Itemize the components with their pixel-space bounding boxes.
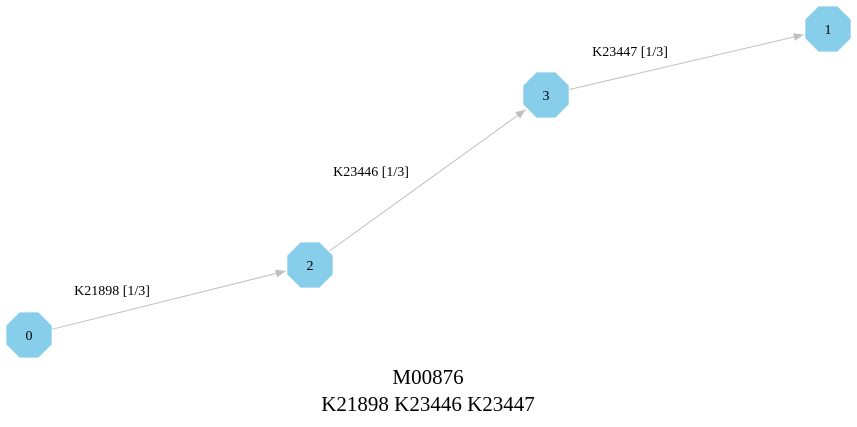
node-label-0: 0 (26, 329, 33, 344)
edge-label-0-to-2: K21898 [1/3] (74, 284, 150, 299)
edge-3-to-1 (569, 33, 804, 91)
edge-label-2-to-3: K23446 [1/3] (333, 165, 409, 180)
edge-label-3-to-1: K23447 [1/3] (592, 45, 668, 60)
node-shape-3 (523, 72, 569, 118)
nodes-layer: 0 2 3 1 (6, 6, 851, 358)
caption-module-id: M00876 (392, 365, 463, 389)
node-shape-1 (805, 6, 851, 52)
node-3: 3 (523, 72, 569, 118)
node-2: 2 (287, 242, 333, 288)
edge-2-to-3 (329, 109, 527, 252)
edges-layer: K21898 [1/3] K23446 [1/3] K23447 [1/3] (52, 33, 804, 330)
caption-orthologs: K21898 K23446 K23447 (321, 392, 535, 416)
node-label-1: 1 (825, 23, 832, 38)
diagram-caption: M00876 K21898 K23446 K23447 (321, 365, 535, 416)
node-0: 0 (6, 312, 52, 358)
node-label-2: 2 (307, 259, 314, 274)
edge-0-to-2 (52, 269, 286, 330)
node-shape-2 (287, 242, 333, 288)
node-shape-0 (6, 312, 52, 358)
node-label-3: 3 (543, 89, 550, 104)
node-1: 1 (805, 6, 851, 52)
